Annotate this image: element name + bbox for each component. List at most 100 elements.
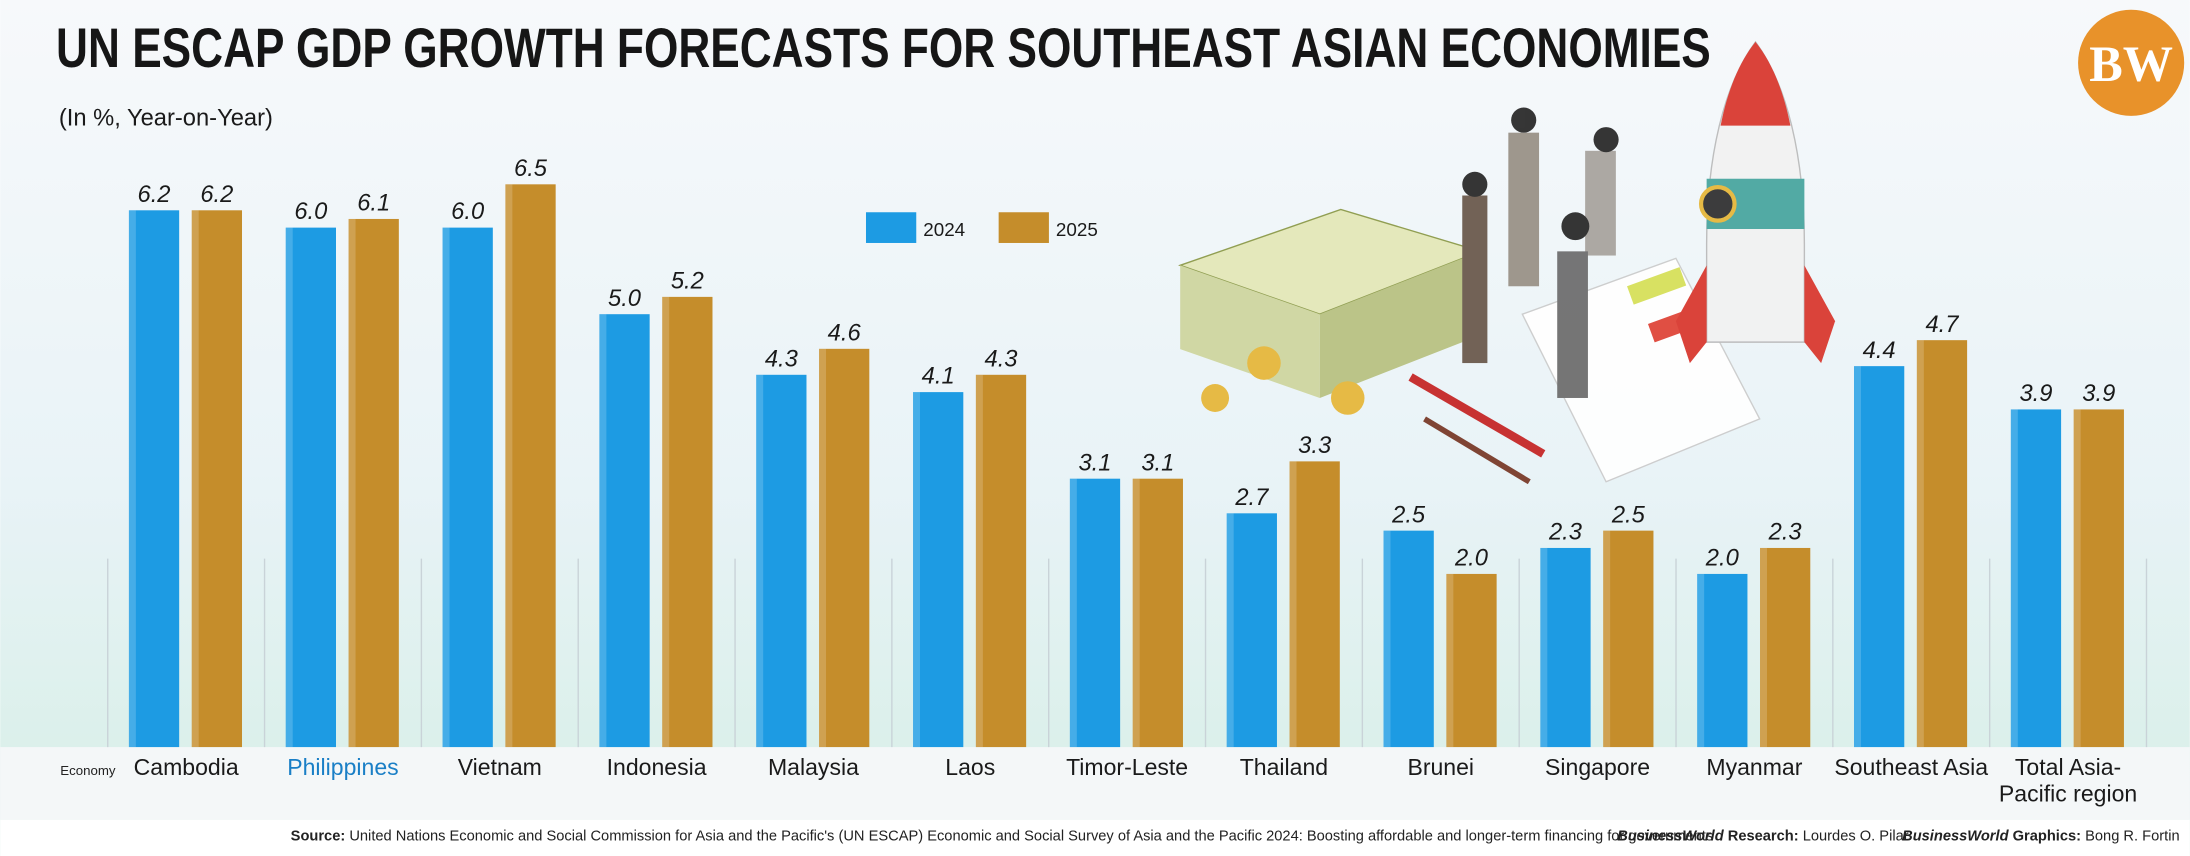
bar-highlight (348, 218, 356, 748)
bar (1916, 340, 1968, 748)
bar-highlight (1916, 340, 1924, 748)
bar (348, 218, 399, 748)
x-tick-label-box: Philippines (287, 755, 399, 781)
value-label: 6.0 (451, 199, 484, 225)
logo-text: BW (2089, 36, 2173, 92)
bar (128, 210, 180, 748)
value-label: 4.7 (1925, 312, 1959, 338)
bar (1540, 547, 1591, 748)
bar-highlight (128, 210, 136, 748)
bar (1697, 573, 1748, 748)
bar (2010, 409, 2062, 748)
legend: 2024 2025 (865, 212, 1098, 243)
x-tick-label-box: Malaysia (767, 755, 859, 781)
bar-highlight (1289, 461, 1297, 748)
bar (1446, 573, 1497, 748)
x-tick-label-box: Cambodia (134, 755, 239, 780)
value-label: 6.0 (294, 199, 327, 225)
x-axis-label: Economy (60, 763, 116, 778)
value-label: 6.2 (138, 182, 171, 208)
value-label: 6.5 (514, 156, 548, 182)
bar-highlight (1446, 573, 1454, 748)
value-label: 5.2 (671, 268, 704, 294)
footer-band (0, 819, 2190, 856)
bar-highlight (191, 210, 199, 748)
chart-subtitle: (In %, Year-on-Year) (59, 106, 273, 132)
bar-highlight (913, 392, 921, 748)
x-tick-label: Vietnam (457, 755, 542, 781)
value-label: 5.0 (608, 286, 641, 312)
x-tick-label: Laos (945, 755, 996, 781)
bar (285, 227, 336, 748)
bar-highlight (1760, 547, 1767, 748)
x-tick-label-box: Singapore (1545, 755, 1651, 781)
bar-highlight (819, 348, 827, 748)
bar (975, 374, 1027, 748)
value-label: 3.1 (1079, 450, 1112, 476)
bar-highlight (975, 374, 983, 748)
bar-highlight (1069, 478, 1077, 748)
credit-role: Graphics: (2013, 829, 2081, 845)
credit-org: BusinessWorld (1902, 829, 2009, 845)
bar-highlight (2073, 409, 2081, 748)
credit-name: Bong R. Fortin (2085, 829, 2180, 845)
bar-highlight (505, 184, 513, 748)
x-tick-label: Thailand (1239, 755, 1329, 781)
bar (1854, 366, 1905, 748)
x-tick-label-box: Total Asia-Pacific region (1998, 755, 2138, 808)
bar (1069, 478, 1121, 748)
value-label: 6.1 (357, 191, 390, 217)
bar-highlight (756, 374, 764, 748)
bar (913, 392, 964, 748)
bar (756, 374, 807, 748)
bar-highlight (1540, 547, 1548, 748)
source-label: Source: (291, 829, 346, 845)
value-label: 2.0 (1705, 546, 1739, 572)
x-tick-label: Southeast Asia (1834, 755, 1989, 781)
x-tick-label: Indonesia (606, 755, 707, 781)
value-label: 2.0 (1454, 546, 1488, 572)
value-label: 2.5 (1611, 502, 1646, 528)
value-label: 3.1 (1141, 450, 1174, 476)
x-tick-label-box: Thailand (1239, 755, 1329, 781)
source: Source: United Nations Economic and Soci… (291, 829, 1713, 845)
credit: BusinessWorld Research: Lourdes O. Pilar (1617, 829, 1908, 845)
bar (2073, 409, 2124, 748)
bar-highlight (2010, 409, 2018, 748)
bar-highlight (285, 227, 293, 748)
bar-highlight (1697, 573, 1705, 748)
value-label: 3.3 (1298, 433, 1331, 459)
value-label: 4.4 (1863, 338, 1896, 364)
value-label: 3.9 (2019, 381, 2052, 407)
value-label: 3.9 (2082, 381, 2115, 407)
bar-highlight (599, 314, 607, 748)
value-label: 6.2 (200, 182, 233, 208)
value-label: 4.6 (828, 320, 862, 346)
bar (819, 348, 870, 748)
legend-label: 2024 (923, 219, 965, 240)
value-label: 2.7 (1234, 485, 1269, 511)
x-tick-label: Singapore (1545, 755, 1651, 781)
credit-role: Research: (1728, 829, 1799, 845)
x-tick-label-box: Indonesia (606, 755, 707, 781)
legend-label: 2025 (1056, 219, 1098, 240)
credit-org: BusinessWorld (1617, 829, 1724, 845)
value-label: 4.3 (985, 346, 1018, 372)
legend-swatch (865, 212, 917, 243)
bar (1289, 461, 1340, 748)
x-tick-label: Total Asia-Pacific region (1998, 755, 2138, 808)
bar-highlight (1132, 478, 1140, 748)
value-label: 4.1 (922, 364, 955, 390)
x-tick-label-box: Timor-Leste (1066, 755, 1188, 780)
x-tick-label-box: Vietnam (457, 755, 542, 781)
bar (1383, 530, 1434, 748)
x-tick-label: Philippines (287, 755, 399, 781)
x-tick-label: Malaysia (767, 755, 859, 781)
bar (662, 296, 713, 748)
value-label: 2.5 (1391, 502, 1426, 528)
label-band (0, 747, 2190, 820)
bar (1132, 478, 1183, 748)
legend-swatch (998, 212, 1049, 243)
